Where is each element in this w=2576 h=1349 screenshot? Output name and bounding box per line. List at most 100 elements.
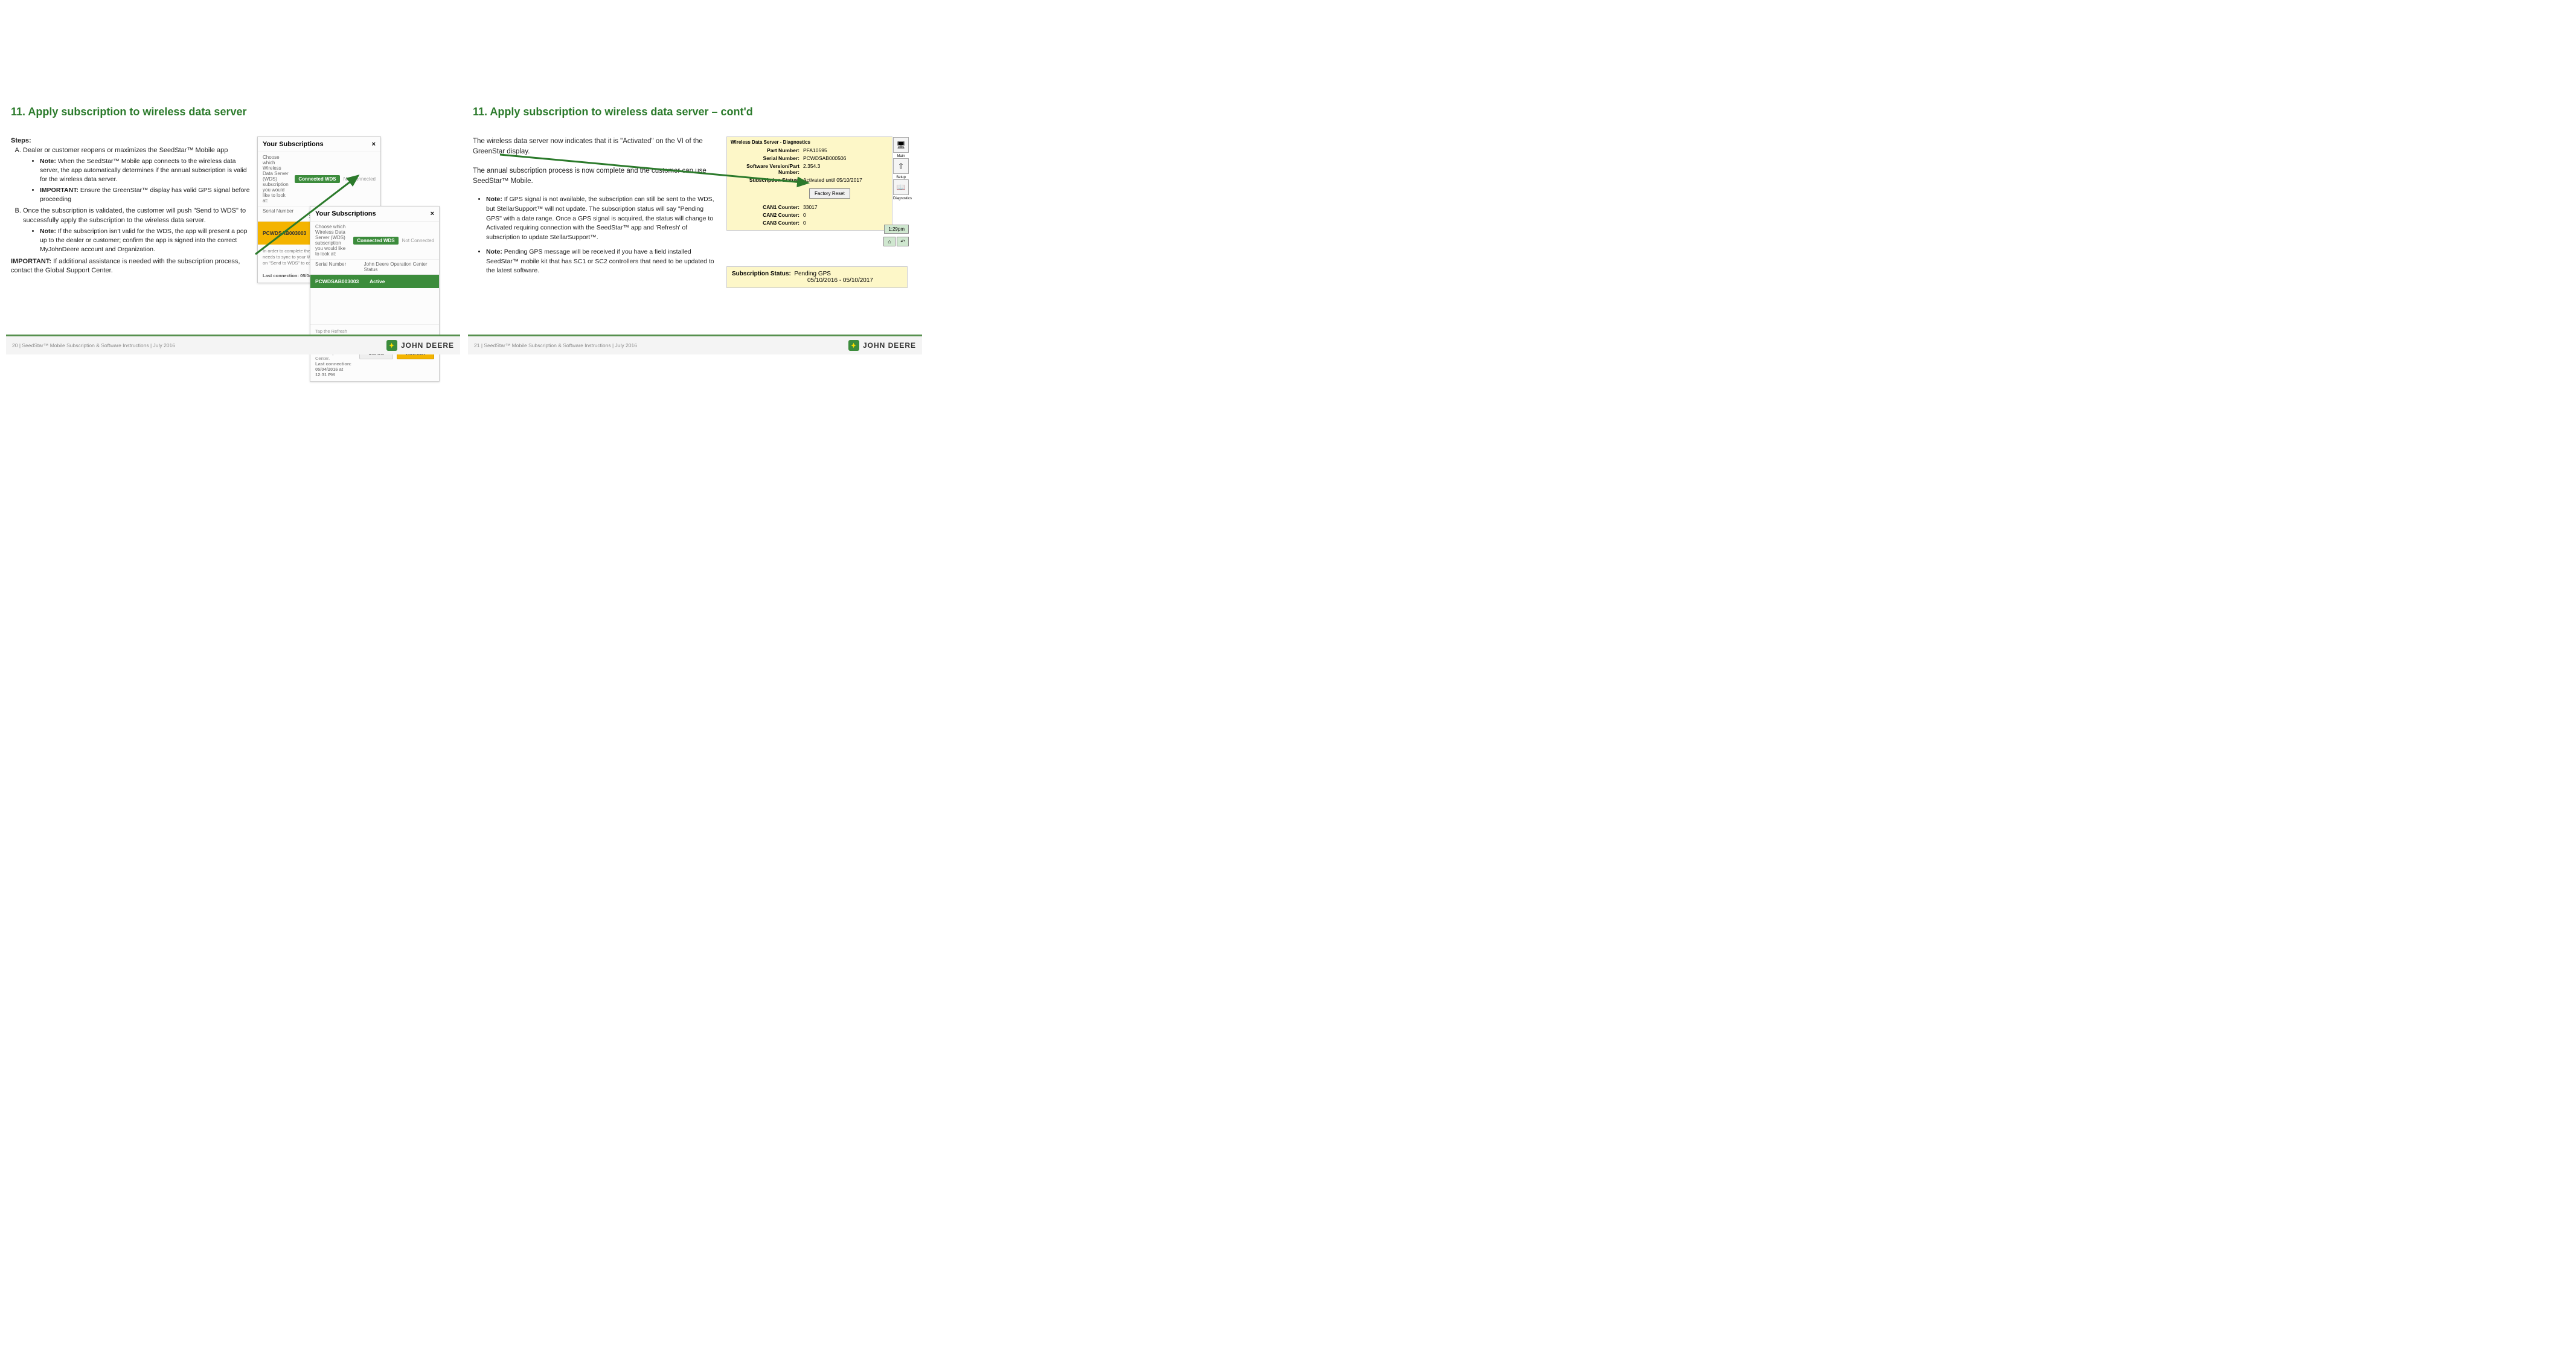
clock: 1:29pm: [884, 225, 909, 234]
note-text: Pending GPS message will be received if …: [486, 248, 714, 275]
panel-subtitle: Choose which Wireless Data Server (WDS) …: [258, 152, 380, 206]
para-activated: The wireless data server now indicates t…: [473, 136, 714, 158]
deer-icon: ✦: [848, 340, 859, 351]
brand-logo: ✦ JOHN DEERE: [848, 340, 916, 351]
step-b: Once the subscription is validated, the …: [23, 207, 252, 255]
panel-sub-text: Choose which Wireless Data Server (WDS) …: [263, 155, 291, 203]
value: PFA10595: [803, 147, 888, 153]
body-text: The wireless data server now indicates t…: [473, 136, 714, 276]
diag-row: Part Number:PFA10595: [731, 147, 888, 153]
footer-text: 20 | SeedStar™ Mobile Subscription & Sof…: [12, 342, 175, 348]
not-connected-label[interactable]: Not Connected: [344, 176, 376, 182]
footer-text: 21 | SeedStar™ Mobile Subscription & Sof…: [474, 342, 637, 348]
nav-label: Diagnostics: [893, 197, 909, 200]
note-pending: Note: Pending GPS message will be receiv…: [486, 248, 714, 276]
panel-title: Your Subscriptions: [315, 210, 376, 217]
value: Activated until 05/10/2017: [803, 177, 888, 183]
diag-row: CAN3 Counter:0: [731, 220, 888, 226]
note-label: Note:: [40, 158, 56, 165]
date-range: 05/10/2016 - 05/10/2017: [732, 277, 873, 284]
pending-status-panel: Subscription Status: Pending GPS 05/10/2…: [726, 266, 908, 288]
value: 0: [803, 220, 888, 226]
col-serial: Serial Number: [263, 208, 309, 219]
diag-row: CAN2 Counter:0: [731, 212, 888, 218]
note-text: When the SeedStar™ Mobile app connects t…: [40, 158, 247, 183]
col-serial: Serial Number: [315, 261, 364, 272]
diag-row: CAN1 Counter:33017: [731, 204, 888, 210]
step-a-text: Dealer or customer reopens or maximizes …: [23, 147, 228, 154]
label: Subscription Status:: [732, 271, 791, 277]
side-nav: 🖥 Main ⇧ Setup 📖 Diagnostics: [893, 137, 909, 200]
panel-header: Your Subscriptions ×: [258, 137, 380, 152]
brand-text: JOHN DEERE: [863, 341, 916, 350]
panel-title: Your Subscriptions: [263, 141, 324, 148]
note-gps: Note: If GPS signal is not available, th…: [486, 195, 714, 243]
subscriptions-panel-active: Your Subscriptions × Choose which Wirele…: [310, 206, 440, 382]
last-connection: Last connection: 05/04/2016 at 12:31 PM: [315, 361, 351, 377]
note-label: Note:: [486, 248, 502, 255]
value: 33017: [803, 204, 888, 210]
label: Subscription Status:: [731, 177, 803, 183]
slide-footer: 20 | SeedStar™ Mobile Subscription & Sof…: [6, 336, 460, 354]
not-connected-label[interactable]: Not Connected: [402, 238, 434, 243]
step-a: Dealer or customer reopens or maximizes …: [23, 146, 252, 204]
slide-footer: 21 | SeedStar™ Mobile Subscription & Sof…: [468, 336, 922, 354]
slide-21: 11. Apply subscription to wireless data …: [468, 0, 921, 481]
slide-title: 11. Apply subscription to wireless data …: [473, 106, 921, 118]
subscription-row-active: PCWDSAB003003 Active: [310, 275, 439, 288]
back-icon[interactable]: ↶: [897, 237, 909, 246]
value: 2.354.3: [803, 163, 888, 175]
status-value: Pending GPS: [794, 271, 831, 277]
panel-sub-text: Choose which Wireless Data Server (WDS) …: [315, 224, 350, 257]
important-label: IMPORTANT:: [11, 258, 51, 265]
step-a-note1: Note: When the SeedStar™ Mobile app conn…: [40, 157, 252, 185]
note-label: Note:: [486, 196, 502, 203]
factory-reset-button[interactable]: Factory Reset: [809, 188, 850, 199]
steps-heading: Steps:: [11, 137, 31, 144]
label: Serial Number:: [731, 155, 803, 161]
label: CAN1 Counter:: [731, 204, 803, 210]
label: CAN3 Counter:: [731, 220, 803, 226]
panel-header: Your Subscriptions ×: [310, 207, 439, 222]
panel-subtitle: Choose which Wireless Data Server (WDS) …: [310, 222, 439, 259]
step-b-text: Once the subscription is validated, the …: [23, 207, 246, 224]
serial-value: PCWDSAB003003: [315, 278, 370, 284]
table-header: Serial Number John Deere Operation Cente…: [310, 259, 439, 275]
col-status: John Deere Operation Center Status: [364, 261, 434, 272]
note-text: If GPS signal is not available, the subs…: [486, 196, 714, 241]
content-area: Steps: Dealer or customer reopens or max…: [11, 136, 459, 276]
connected-badge[interactable]: Connected WDS: [295, 175, 339, 183]
status-value: Active: [370, 278, 385, 284]
slide-20: 11. Apply subscription to wireless data …: [6, 0, 459, 481]
note-label: Note:: [40, 228, 56, 235]
label: Part Number:: [731, 147, 803, 153]
deer-icon: ✦: [386, 340, 397, 351]
main-nav-button[interactable]: 🖥: [893, 137, 909, 153]
diag-row: Serial Number:PCWDSAB000506: [731, 155, 888, 161]
label: CAN2 Counter:: [731, 212, 803, 218]
home-icon[interactable]: ⌂: [883, 237, 896, 246]
serial-value: PCWDSAB003003: [263, 230, 312, 236]
content-area: The wireless data server now indicates t…: [473, 136, 921, 276]
note-text: If the subscription isn't valid for the …: [40, 228, 247, 253]
connected-badge[interactable]: Connected WDS: [353, 237, 398, 245]
setup-nav-button[interactable]: ⇧: [893, 158, 909, 174]
value: 0: [803, 212, 888, 218]
diag-row: Software Version/Part Number:2.354.3: [731, 163, 888, 175]
brand-logo: ✦ JOHN DEERE: [386, 340, 454, 351]
close-icon[interactable]: ×: [372, 141, 376, 148]
step-a-note2: IMPORTANT: Ensure the GreenStar™ display…: [40, 186, 252, 204]
steps-block: Steps: Dealer or customer reopens or max…: [11, 136, 252, 276]
step-b-note: Note: If the subscription isn't valid fo…: [40, 227, 252, 255]
value: PCWDSAB000506: [803, 155, 888, 161]
brand-text: JOHN DEERE: [401, 341, 454, 350]
label: Software Version/Part Number:: [731, 163, 803, 175]
diagnostics-panel: Wireless Data Server - Diagnostics Part …: [726, 136, 892, 231]
diag-title: Wireless Data Server - Diagnostics: [731, 139, 888, 145]
slide-title: 11. Apply subscription to wireless data …: [11, 106, 459, 118]
important-label: IMPORTANT:: [40, 187, 78, 194]
diag-row: Subscription Status:Activated until 05/1…: [731, 177, 888, 183]
diagnostics-nav-button[interactable]: 📖: [893, 179, 909, 195]
close-icon[interactable]: ×: [431, 210, 434, 217]
important-footer: IMPORTANT: If additional assistance is n…: [11, 257, 252, 277]
